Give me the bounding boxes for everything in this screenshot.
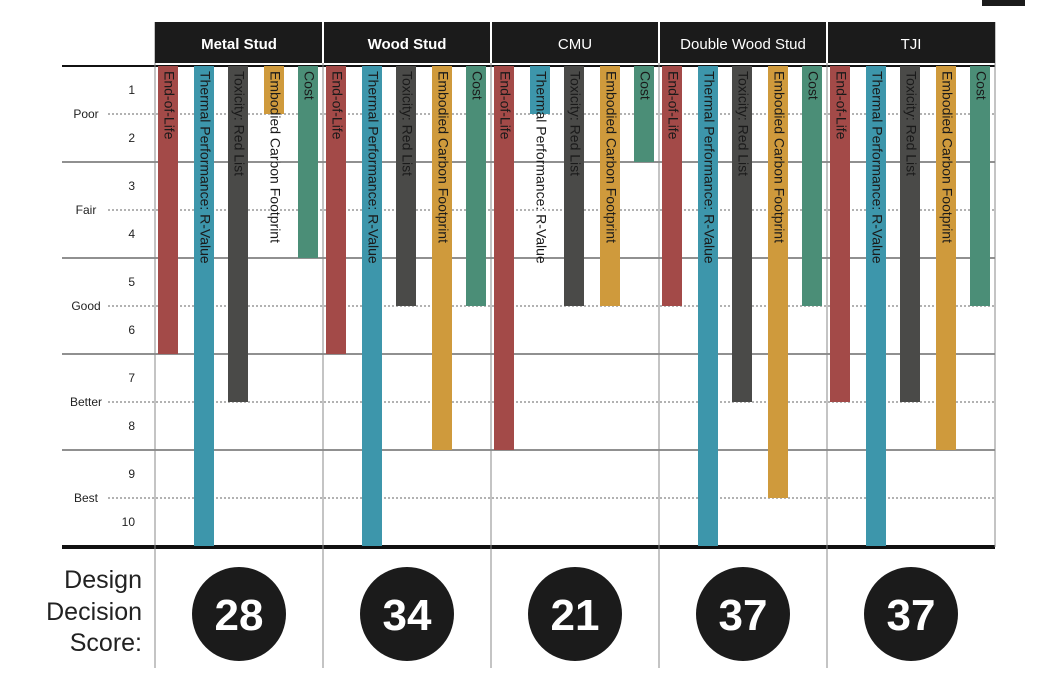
score-title-line: Decision — [46, 598, 142, 626]
bar — [530, 66, 550, 114]
score-value: 37 — [887, 591, 936, 640]
bar — [600, 66, 620, 306]
score-layer: Design Decision Score: 28 34 21 37 37 — [46, 566, 958, 661]
y-tick-label: 5 — [128, 275, 135, 289]
rating-band-label: Better — [70, 395, 102, 409]
bar — [194, 66, 214, 546]
bar-series-label: Embodied Carbon Footprint — [939, 71, 955, 243]
bar — [768, 66, 788, 498]
bar-series-label: Thermal Performance: R-Value — [701, 71, 717, 264]
bar — [326, 66, 346, 354]
bar — [662, 66, 682, 306]
y-tick-label: 10 — [122, 515, 136, 529]
score-title-line: Score: — [70, 629, 142, 657]
bar — [866, 66, 886, 546]
score-badge — [360, 567, 454, 661]
bar-series-label: Embodied Carbon Footprint — [267, 71, 283, 243]
rating-band-label: Fair — [76, 203, 97, 217]
bar — [634, 66, 654, 162]
category-label: CMU — [558, 36, 592, 53]
score-title-line: Design — [64, 566, 142, 594]
bar-series-label: Toxicity: Red List — [903, 71, 919, 176]
bar-series-label: Thermal Performance: R-Value — [533, 71, 549, 264]
bar — [264, 66, 284, 114]
y-tick-label: 4 — [128, 227, 135, 241]
category-label: Wood Stud — [368, 36, 447, 53]
bar — [362, 66, 382, 546]
page-corner-tab — [982, 0, 1025, 6]
bar — [698, 66, 718, 546]
bar-series-label: Cost — [469, 71, 485, 100]
bar — [936, 66, 956, 450]
bar-series-label: End-of-Life — [161, 71, 177, 140]
bar — [802, 66, 822, 306]
y-tick-label: 8 — [128, 419, 135, 433]
bar-series-label: Thermal Performance: R-Value — [365, 71, 381, 264]
bar-series-label: Toxicity: Red List — [567, 71, 583, 176]
score-value: 28 — [215, 591, 264, 640]
bar-series-label: Thermal Performance: R-Value — [197, 71, 213, 264]
bar-series-label: Cost — [637, 71, 653, 100]
score-badge — [696, 567, 790, 661]
score-value: 21 — [551, 591, 600, 640]
y-tick-label: 6 — [128, 323, 135, 337]
score-badge — [192, 567, 286, 661]
bar-layer: End-of-Life Thermal Performance: R-Value T… — [158, 66, 990, 546]
bar — [830, 66, 850, 402]
bar-series-label: End-of-Life — [329, 71, 345, 140]
category-label: TJI — [901, 36, 922, 53]
rating-band-label: Poor — [73, 107, 98, 121]
bar-series-label: Embodied Carbon Footprint — [603, 71, 619, 243]
score-value: 37 — [719, 591, 768, 640]
bar — [466, 66, 486, 306]
rating-band-label: Best — [74, 491, 99, 505]
bar-series-label: Embodied Carbon Footprint — [435, 71, 451, 243]
bar — [900, 66, 920, 402]
score-badge — [528, 567, 622, 661]
bar — [396, 66, 416, 306]
axis-layer: 1 2 3 4 5 6 7 8 9 10 Poor Fair Good Better Best — [70, 83, 135, 529]
bar-series-label: Toxicity: Red List — [735, 71, 751, 176]
header-layer: Metal Stud Wood Stud CMU Double Wood Stud TJ… — [155, 0, 1025, 63]
bar — [158, 66, 178, 354]
y-tick-label: 1 — [128, 83, 135, 97]
score-badge — [864, 567, 958, 661]
score-value: 34 — [383, 591, 432, 640]
bar — [732, 66, 752, 402]
bar-series-label: Cost — [301, 71, 317, 100]
bar-series-label: Cost — [805, 71, 821, 100]
y-tick-label: 7 — [128, 371, 135, 385]
bar — [228, 66, 248, 402]
bar — [298, 66, 318, 258]
y-tick-label: 3 — [128, 179, 135, 193]
bar-series-label: End-of-Life — [833, 71, 849, 140]
bar-series-label: Toxicity: Red List — [231, 71, 247, 176]
bar-series-label: Cost — [973, 71, 989, 100]
bar — [494, 66, 514, 450]
bar-series-label: End-of-Life — [497, 71, 513, 140]
category-label: Metal Stud — [201, 36, 277, 53]
bar-series-label: End-of-Life — [665, 71, 681, 140]
rating-band-label: Good — [71, 299, 100, 313]
bar — [432, 66, 452, 450]
header-bar — [155, 22, 995, 63]
bar — [970, 66, 990, 306]
bar-series-label: Embodied Carbon Footprint — [771, 71, 787, 243]
category-label: Double Wood Stud — [680, 36, 806, 53]
bar-series-label: Thermal Performance: R-Value — [869, 71, 885, 264]
y-tick-label: 9 — [128, 467, 135, 481]
bar-series-label: Toxicity: Red List — [399, 71, 415, 176]
bar — [564, 66, 584, 306]
y-tick-label: 2 — [128, 131, 135, 145]
